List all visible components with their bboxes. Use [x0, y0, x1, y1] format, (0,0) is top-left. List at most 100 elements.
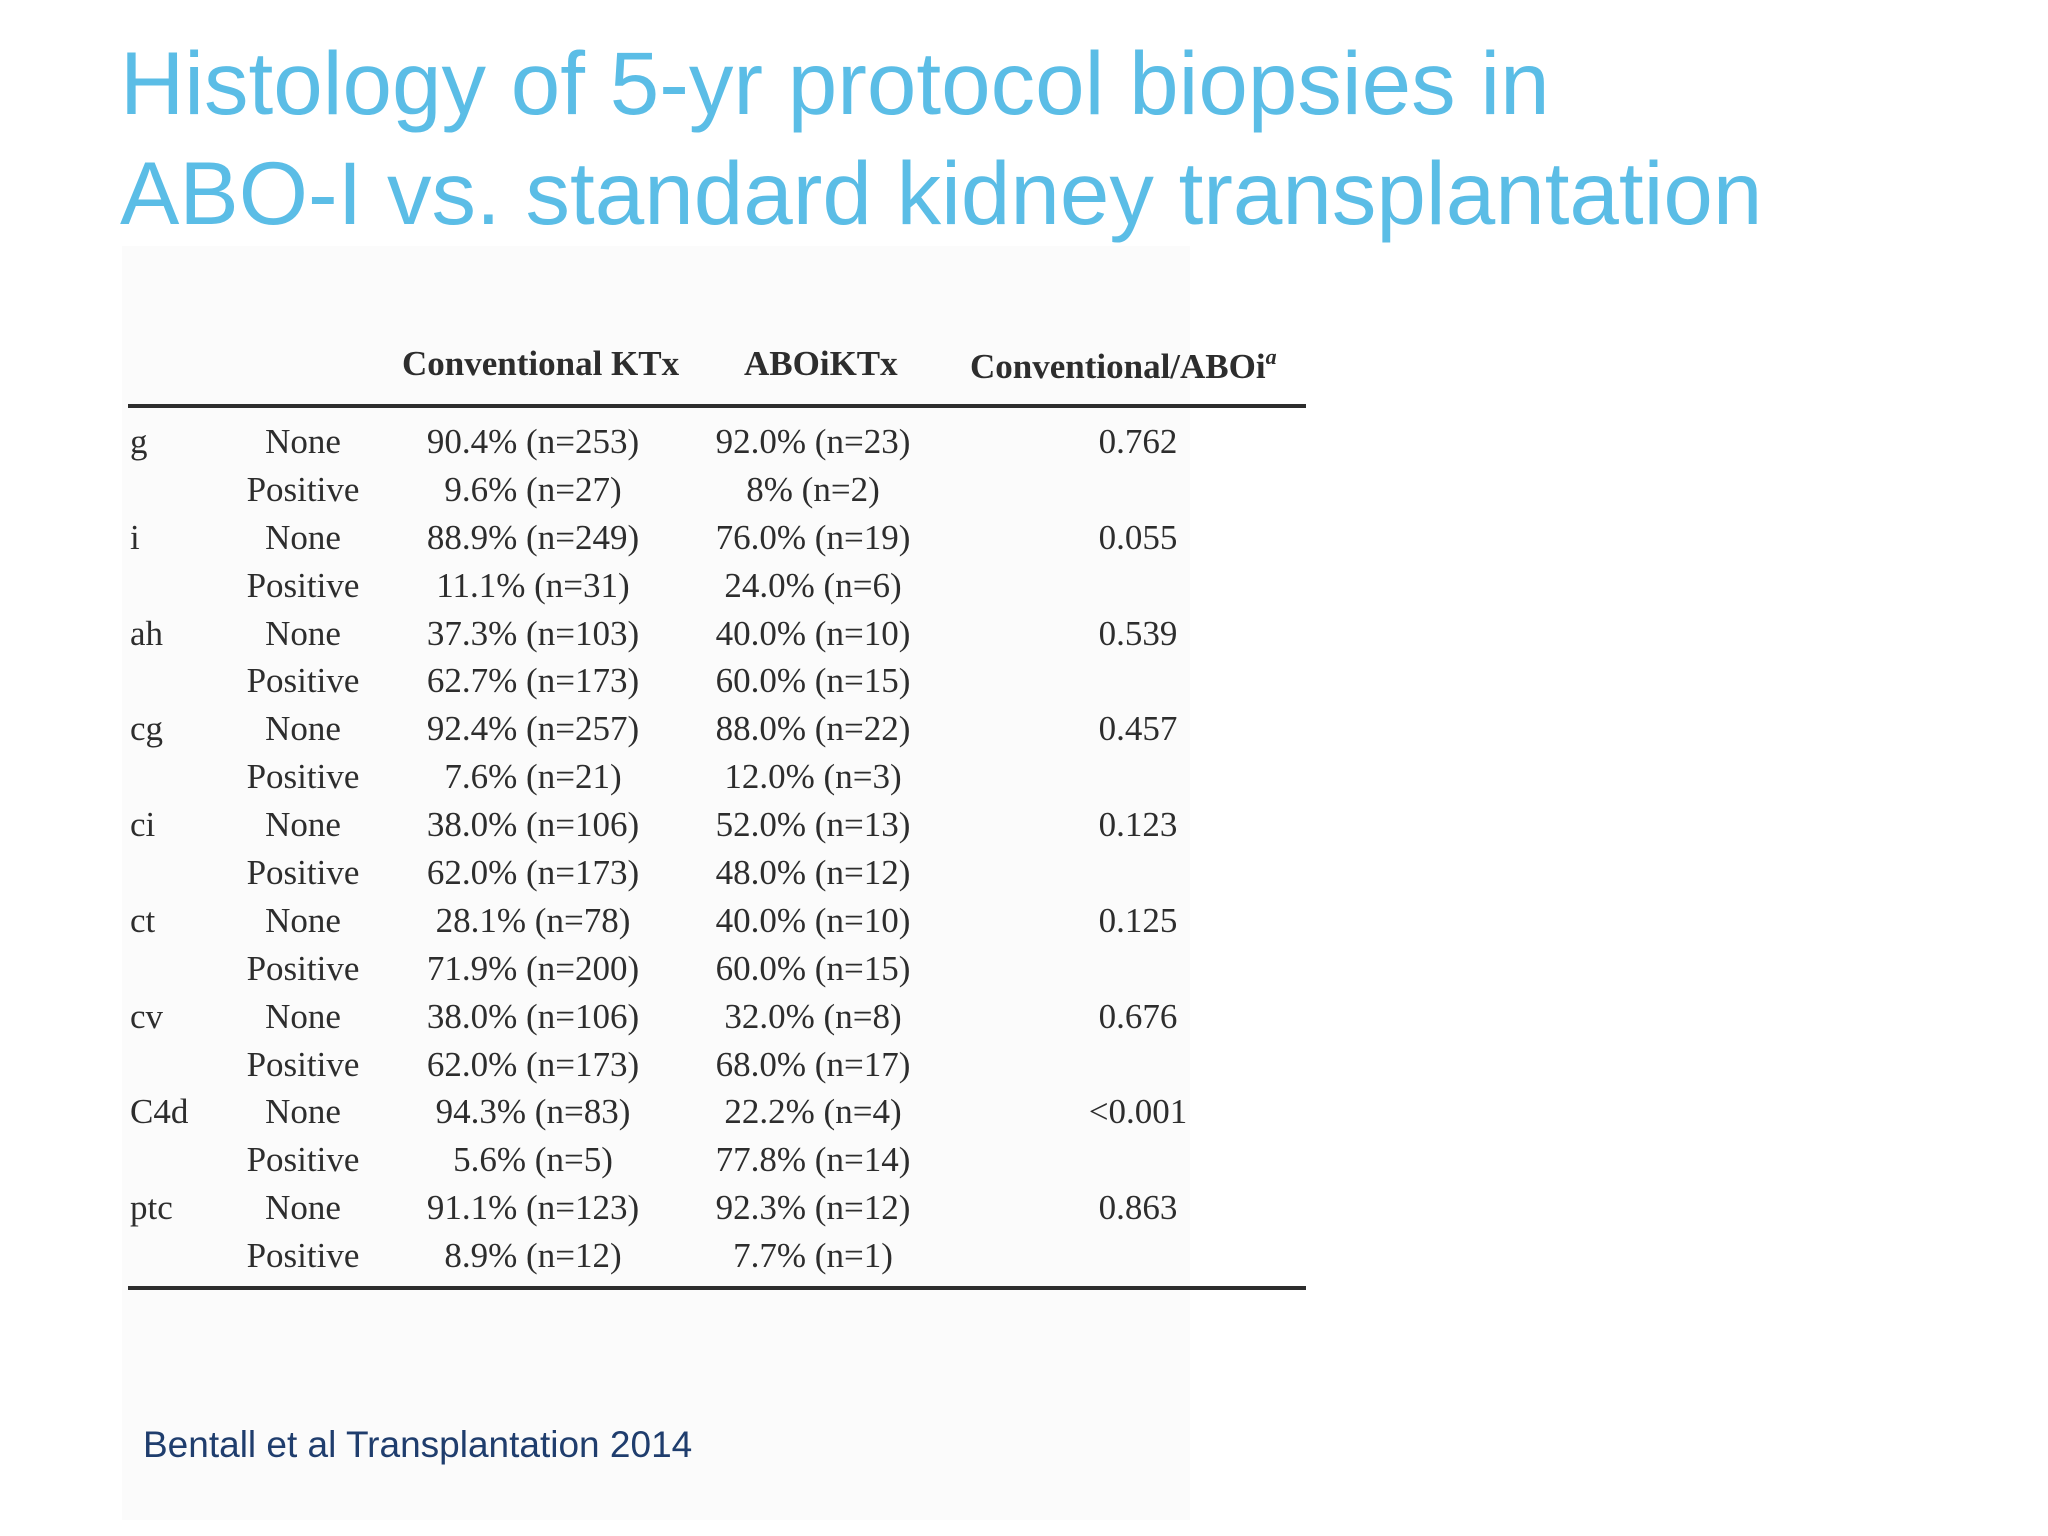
cell-conventional: 92.4% (n=257) — [426, 709, 640, 749]
header-aboi-ktx: ABOiKTx — [744, 344, 898, 383]
slide-title: Histology of 5-yr protocol biopsies in A… — [120, 28, 2000, 248]
cell-p-value: 0.762 — [1098, 422, 1178, 461]
cell-group: Positive — [246, 948, 360, 988]
table-header: Conventional KTx ABOiKTx Conventional/AB… — [128, 338, 1306, 408]
table-row: ptc None 91.1% (n=123) 92.3% (n=12) 0.863 — [128, 1182, 1306, 1230]
cell-variable: ci — [130, 805, 156, 845]
table-body: g None 90.4% (n=253) 92.0% (n=23) 0.762 Posit… — [128, 408, 1306, 1291]
cell-group: Positive — [246, 1140, 360, 1180]
cell-p-value: 0.055 — [1098, 517, 1178, 557]
cell-conventional: 11.1% (n=31) — [436, 565, 630, 605]
cell-conventional: 71.9% (n=200) — [426, 948, 640, 988]
table-row: C4d None 94.3% (n=83) 22.2% (n=4) <0.001 — [128, 1086, 1306, 1134]
cell-group: None — [265, 1188, 341, 1228]
cell-group: None — [265, 613, 341, 653]
cell-variable: cv — [130, 996, 164, 1036]
cell-aboi: 48.0% (n=12) — [715, 853, 911, 893]
cell-conventional: 90.4% (n=253) — [426, 422, 640, 461]
cell-aboi: 68.0% (n=17) — [715, 1044, 911, 1084]
cell-conventional: 8.9% (n=12) — [444, 1236, 622, 1276]
cell-group: Positive — [246, 565, 360, 605]
table-row: ci None 38.0% (n=106) 52.0% (n=13) 0.123 — [128, 799, 1306, 847]
cell-group: Positive — [246, 469, 360, 509]
cell-p-value: 0.539 — [1098, 613, 1178, 653]
cell-aboi: 92.3% (n=12) — [715, 1188, 911, 1228]
cell-conventional: 38.0% (n=106) — [426, 996, 640, 1036]
table-row: cv None 38.0% (n=106) 32.0% (n=8) 0.676 — [128, 991, 1306, 1039]
cell-p-value: <0.001 — [1088, 1092, 1188, 1132]
cell-conventional: 37.3% (n=103) — [426, 613, 640, 653]
cell-group: None — [265, 996, 341, 1036]
slide-title-line-2: ABO-I vs. standard kidney transplantatio… — [120, 143, 1763, 243]
cell-conventional: 62.0% (n=173) — [426, 1044, 640, 1084]
table-row: Positive 8.9% (n=12) 7.7% (n=1) — [128, 1230, 1306, 1278]
cell-group: Positive — [246, 1236, 360, 1276]
cell-group: None — [265, 422, 341, 461]
table-row: Positive 11.1% (n=31) 24.0% (n=6) — [128, 560, 1306, 608]
table-row: cg None 92.4% (n=257) 88.0% (n=22) 0.457 — [128, 703, 1306, 751]
cell-p-value: 0.676 — [1098, 996, 1178, 1036]
cell-conventional: 91.1% (n=123) — [426, 1188, 640, 1228]
cell-aboi: 40.0% (n=10) — [715, 613, 911, 653]
cell-aboi: 92.0% (n=23) — [715, 422, 911, 461]
cell-variable: cg — [130, 709, 164, 749]
table-row: Positive 7.6% (n=21) 12.0% (n=3) — [128, 751, 1306, 799]
cell-conventional: 38.0% (n=106) — [426, 805, 640, 845]
table-row: Positive 62.0% (n=173) 68.0% (n=17) — [128, 1039, 1306, 1087]
cell-aboi: 52.0% (n=13) — [715, 805, 911, 845]
slide-title-line-1: Histology of 5-yr protocol biopsies in — [120, 33, 1550, 133]
cell-aboi: 12.0% (n=3) — [724, 757, 902, 797]
cell-conventional: 7.6% (n=21) — [444, 757, 622, 797]
cell-conventional: 5.6% (n=5) — [453, 1140, 613, 1180]
cell-p-value: 0.863 — [1098, 1188, 1178, 1228]
cell-aboi: 7.7% (n=1) — [733, 1236, 893, 1276]
header-conventional-ktx: Conventional KTx — [402, 344, 680, 383]
cell-variable: C4d — [130, 1092, 189, 1132]
cell-variable: ptc — [130, 1188, 173, 1228]
cell-group: None — [265, 517, 341, 557]
cell-conventional: 9.6% (n=27) — [444, 469, 622, 509]
cell-group: Positive — [246, 661, 360, 701]
table-row: Positive 71.9% (n=200) 60.0% (n=15) — [128, 943, 1306, 991]
table-row: ah None 37.3% (n=103) 40.0% (n=10) 0.539 — [128, 608, 1306, 656]
cell-aboi: 32.0% (n=8) — [724, 996, 902, 1036]
cell-group: Positive — [246, 757, 360, 797]
cell-variable: ct — [130, 900, 156, 940]
cell-group: None — [265, 709, 341, 749]
cell-aboi: 60.0% (n=15) — [715, 948, 911, 988]
cell-aboi: 8% (n=2) — [746, 469, 880, 509]
cell-aboi: 77.8% (n=14) — [715, 1140, 911, 1180]
cell-aboi: 76.0% (n=19) — [715, 517, 911, 557]
cell-aboi: 22.2% (n=4) — [724, 1092, 902, 1132]
table-image-background — [122, 246, 1190, 1520]
cell-variable: i — [130, 517, 140, 557]
table-row: i None 88.9% (n=249) 76.0% (n=19) 0.055 — [128, 512, 1306, 560]
cell-variable: g — [130, 422, 148, 461]
cell-p-value: 0.125 — [1098, 900, 1178, 940]
histology-table: Conventional KTx ABOiKTx Conventional/AB… — [128, 338, 1306, 1291]
cell-aboi: 40.0% (n=10) — [715, 900, 911, 940]
cell-conventional: 62.7% (n=173) — [426, 661, 640, 701]
cell-variable: ah — [130, 613, 164, 653]
cell-aboi: 60.0% (n=15) — [715, 661, 911, 701]
cell-group: None — [265, 1092, 341, 1132]
table-row: g None 90.4% (n=253) 92.0% (n=23) 0.762 — [128, 416, 1306, 464]
citation: Bentall et al Transplantation 2014 — [143, 1424, 693, 1465]
cell-conventional: 94.3% (n=83) — [435, 1092, 631, 1132]
cell-p-value: 0.457 — [1098, 709, 1178, 749]
cell-conventional: 28.1% (n=78) — [435, 900, 631, 940]
table-row: Positive 5.6% (n=5) 77.8% (n=14) — [128, 1134, 1306, 1182]
header-p-value-label: Conventional/ABOi — [970, 347, 1266, 386]
cell-aboi: 24.0% (n=6) — [724, 565, 902, 605]
cell-group: Positive — [246, 1044, 360, 1084]
table-row: Positive 62.0% (n=173) 48.0% (n=12) — [128, 847, 1306, 895]
cell-group: None — [265, 900, 341, 940]
header-p-value: Conventional/ABOia — [970, 344, 1277, 387]
table-row: Positive 9.6% (n=27) 8% (n=2) — [128, 464, 1306, 512]
cell-group: None — [265, 805, 341, 845]
cell-conventional: 88.9% (n=249) — [426, 517, 640, 557]
header-p-value-footnote: a — [1265, 344, 1277, 369]
cell-conventional: 62.0% (n=173) — [426, 853, 640, 893]
cell-group: Positive — [246, 853, 360, 893]
